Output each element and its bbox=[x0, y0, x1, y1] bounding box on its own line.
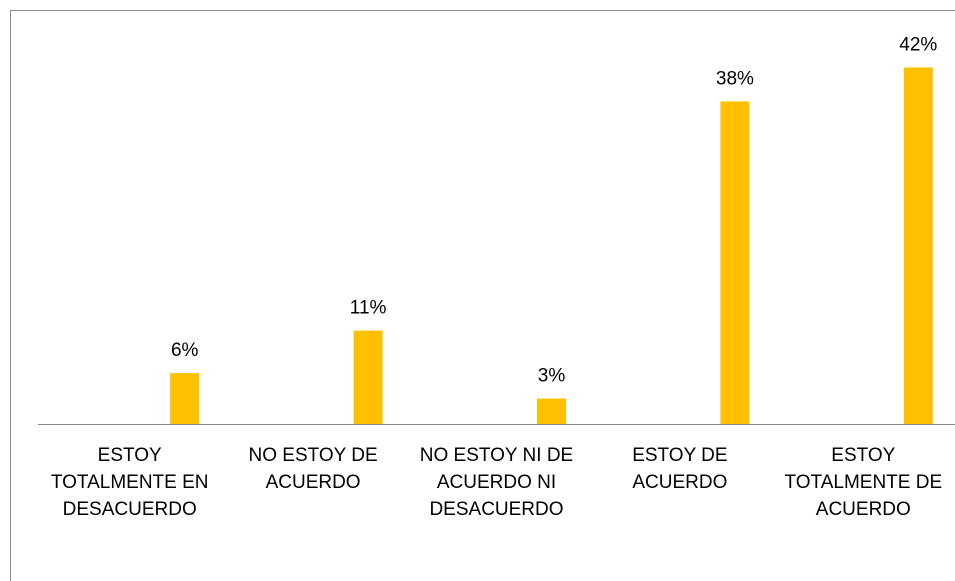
x-tick-label: ESTOY DE ACUERDO bbox=[632, 445, 728, 493]
x-tick-label: ESTOY TOTALMENTE DE ACUERDO bbox=[784, 445, 943, 520]
bar bbox=[720, 101, 750, 424]
data-label: 42% bbox=[899, 34, 937, 55]
bar bbox=[353, 330, 383, 424]
x-tick-label: NO ESTOY DE ACUERDO bbox=[248, 445, 378, 493]
chart-border bbox=[10, 10, 955, 581]
data-label: 38% bbox=[716, 68, 754, 89]
data-label: 3% bbox=[538, 366, 566, 387]
bar bbox=[170, 373, 200, 424]
data-label: 6% bbox=[171, 340, 199, 361]
data-label: 11% bbox=[350, 298, 387, 319]
x-tick-label: NO ESTOY NI DE ACUERDO NI DESACUERDO bbox=[419, 445, 574, 520]
bar bbox=[903, 67, 933, 424]
x-tick-label: ESTOY TOTALMENTE EN DESACUERDO bbox=[50, 445, 209, 520]
bar bbox=[537, 398, 566, 424]
